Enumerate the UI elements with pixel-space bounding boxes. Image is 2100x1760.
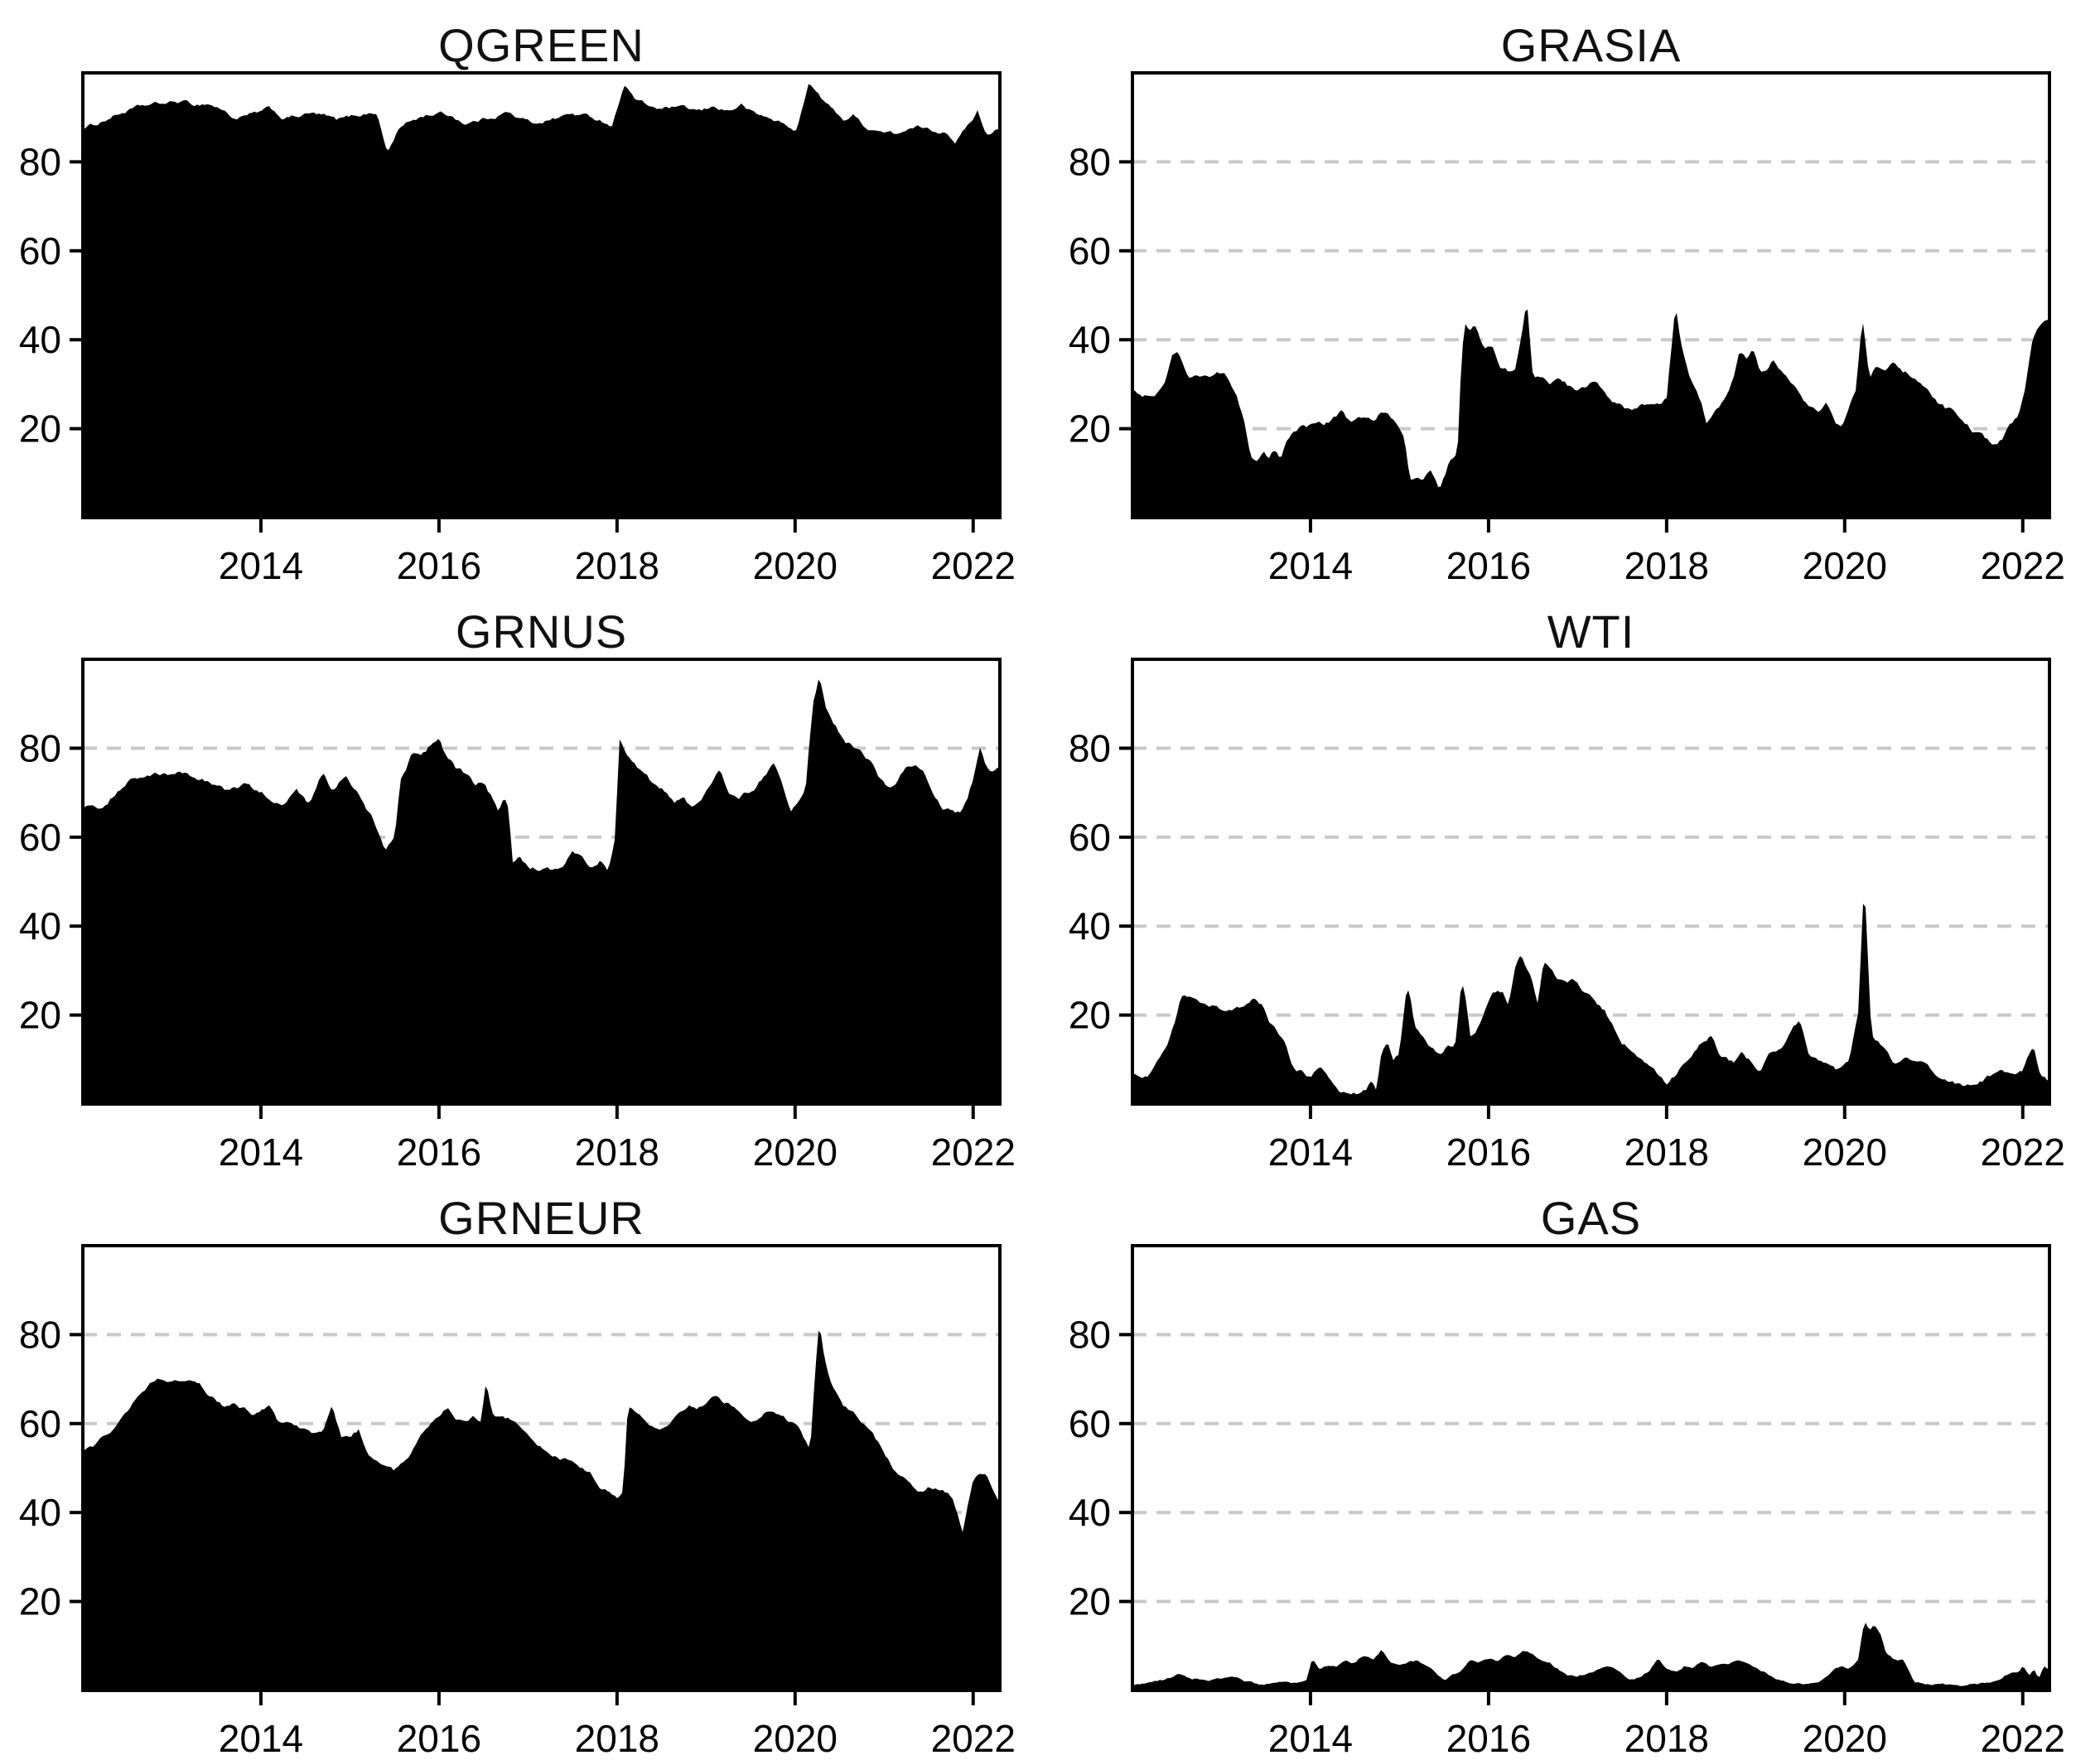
chart-title-qgreen: QGREEN <box>438 19 644 71</box>
plot-frame <box>81 658 1002 1106</box>
chart-title-gas: GAS <box>1540 1192 1642 1244</box>
area-chart-gas: 20 40 60 80 2014 2016 2018 2020 2022 <box>1069 1244 2065 1759</box>
x-tick-label-2014: 2014 <box>1268 1131 1353 1173</box>
chart-cell-grneur: GRNEUR 20 40 60 80 2014 2016 2018 2020 2022 <box>0 1173 1050 1760</box>
x-tick-label-2018: 2018 <box>1624 1131 1709 1173</box>
x-tick-label-2014: 2014 <box>219 544 303 586</box>
x-tick-label-2018: 2018 <box>575 1717 659 1759</box>
x-tick-label-2022: 2022 <box>1981 544 2065 586</box>
chart-cell-gas: GAS 20 40 60 80 2014 2016 2018 2020 2022 <box>1050 1173 2100 1760</box>
chart-cell-grnus: GRNUS 20 40 60 80 2014 2016 2018 2020 2022 <box>0 586 1050 1173</box>
plot-frame <box>81 1244 1002 1692</box>
chart-cell-qgreen: QGREEN 20 40 60 80 2014 2016 2018 2020 2022 <box>0 0 1050 586</box>
y-tick-label-80: 80 <box>19 140 61 183</box>
y-tick-label-80: 80 <box>1069 140 1111 183</box>
x-tick-label-2018: 2018 <box>575 544 659 586</box>
x-tick-label-2018: 2018 <box>575 1131 659 1173</box>
y-tick-label-20: 20 <box>1069 994 1111 1037</box>
y-tick-label-40: 40 <box>1069 318 1111 361</box>
y-tick-label-60: 60 <box>19 229 61 272</box>
x-tick-label-2016: 2016 <box>397 1131 481 1173</box>
chart-title-grasia: GRASIA <box>1500 19 1682 71</box>
plot-frame <box>1131 1244 2051 1692</box>
area-chart-grnus: 20 40 60 80 2014 2016 2018 2020 2022 <box>19 658 1016 1173</box>
area-series-grasia <box>1132 309 2049 518</box>
x-tick-label-2016: 2016 <box>1446 1717 1531 1759</box>
y-tick-label-20: 20 <box>19 994 61 1037</box>
y-tick-label-60: 60 <box>1069 816 1111 859</box>
y-tick-label-20: 20 <box>19 1580 61 1623</box>
y-tick-label-80: 80 <box>19 726 61 769</box>
x-tick-label-2018: 2018 <box>1624 544 1709 586</box>
x-tick-label-2022: 2022 <box>931 544 1016 586</box>
plot-frame <box>1131 71 2051 519</box>
x-tick-label-2022: 2022 <box>1981 1717 2065 1759</box>
plot-frame <box>1131 658 2051 1106</box>
x-tick-label-2016: 2016 <box>397 544 481 586</box>
y-tick-label-40: 40 <box>19 904 61 948</box>
x-tick-label-2020: 2020 <box>1803 1717 1887 1759</box>
y-tick-label-20: 20 <box>1069 1580 1111 1623</box>
area-chart-wti: 20 40 60 80 2014 2016 2018 2020 2022 <box>1069 658 2065 1173</box>
x-tick-label-2020: 2020 <box>1803 544 1887 586</box>
y-tick-label-60: 60 <box>19 1402 61 1445</box>
x-tick-label-2016: 2016 <box>1446 1131 1531 1173</box>
y-tick-label-20: 20 <box>19 407 61 451</box>
y-tick-label-80: 80 <box>1069 726 1111 769</box>
y-tick-label-40: 40 <box>1069 904 1111 948</box>
x-tick-label-2020: 2020 <box>1803 1131 1887 1173</box>
area-series-gas <box>1132 1623 2049 1690</box>
x-tick-label-2016: 2016 <box>1446 544 1531 586</box>
y-tick-label-40: 40 <box>1069 1491 1111 1534</box>
y-tick-label-80: 80 <box>19 1313 61 1356</box>
chart-title-wti: WTI <box>1547 605 1635 658</box>
y-tick-label-60: 60 <box>1069 1402 1111 1445</box>
area-series-grneur <box>83 1330 1000 1690</box>
y-tick-label-80: 80 <box>1069 1313 1111 1356</box>
area-chart-grasia: 20 40 60 80 2014 2016 2018 2020 2022 <box>1069 71 2065 586</box>
x-tick-label-2014: 2014 <box>1268 544 1353 586</box>
x-tick-label-2014: 2014 <box>1268 1717 1353 1759</box>
y-tick-label-40: 40 <box>19 318 61 361</box>
x-tick-label-2020: 2020 <box>753 1717 838 1759</box>
x-tick-label-2020: 2020 <box>753 1131 838 1173</box>
chart-cell-wti: WTI 20 40 60 80 2014 2016 2018 2020 2022 <box>1050 586 2100 1173</box>
plot-frame <box>81 71 1002 519</box>
area-series-qgreen <box>83 84 1000 518</box>
x-tick-label-2018: 2018 <box>1624 1717 1709 1759</box>
x-tick-label-2022: 2022 <box>1981 1131 2065 1173</box>
x-tick-label-2014: 2014 <box>219 1131 303 1173</box>
y-tick-label-60: 60 <box>19 816 61 859</box>
x-tick-label-2022: 2022 <box>931 1717 1016 1759</box>
chart-title-grnus: GRNUS <box>455 605 628 658</box>
chart-title-grneur: GRNEUR <box>438 1192 644 1244</box>
chart-cell-grasia: GRASIA 20 40 60 80 2014 2016 2018 2020 2022 <box>1050 0 2100 586</box>
area-chart-qgreen: 20 40 60 80 2014 2016 2018 2020 2022 <box>19 71 1016 586</box>
x-tick-label-2016: 2016 <box>397 1717 481 1759</box>
x-tick-label-2014: 2014 <box>219 1717 303 1759</box>
y-tick-label-40: 40 <box>19 1491 61 1534</box>
y-tick-label-60: 60 <box>1069 229 1111 272</box>
area-series-wti <box>1132 904 2049 1104</box>
y-tick-label-20: 20 <box>1069 407 1111 451</box>
area-series-grnus <box>83 679 1000 1104</box>
x-tick-label-2022: 2022 <box>931 1131 1016 1173</box>
area-chart-grneur: 20 40 60 80 2014 2016 2018 2020 2022 <box>19 1244 1016 1759</box>
x-tick-label-2020: 2020 <box>753 544 838 586</box>
